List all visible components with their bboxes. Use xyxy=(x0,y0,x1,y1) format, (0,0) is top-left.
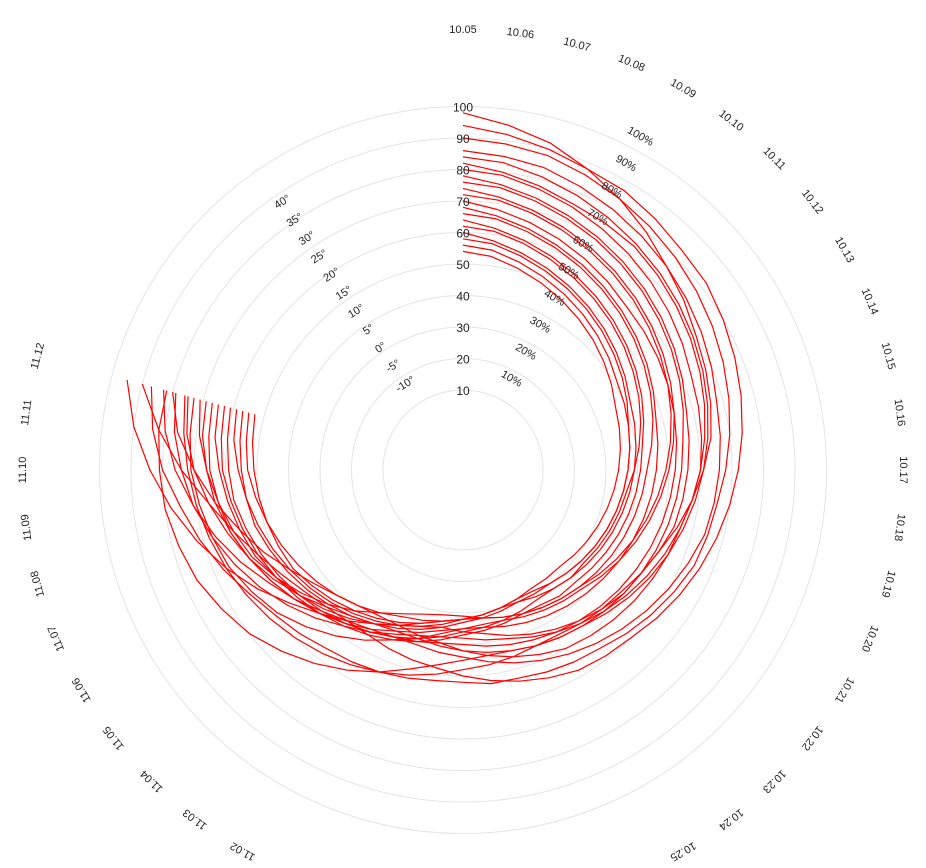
date-tick-label: 10.19 xyxy=(879,569,898,599)
date-tick-label: 10.05 xyxy=(449,24,477,36)
series-line-10 xyxy=(189,187,675,641)
date-tick-label: 11.05 xyxy=(101,724,127,753)
date-tick-label: 10.12 xyxy=(799,187,825,216)
grid-ring xyxy=(382,389,544,551)
series-line-13 xyxy=(208,206,659,634)
radial-tick-label: 10 xyxy=(456,384,470,398)
temperature-tick-label: 15° xyxy=(334,284,354,303)
temperature-tick-label: 5° xyxy=(361,322,376,338)
series-line-19 xyxy=(245,244,631,622)
radial-tick-label: 30 xyxy=(456,321,470,335)
date-tick-label: 11.04 xyxy=(138,767,165,794)
date-tick-label: 10.15 xyxy=(879,341,898,371)
temperature-tick-label: 40° xyxy=(272,193,292,212)
date-tick-label: 10.13 xyxy=(832,235,856,265)
series-line-15 xyxy=(220,219,645,643)
series-line-11 xyxy=(198,194,672,619)
date-tick-label: 11.11 xyxy=(19,399,34,426)
date-tick-label: 10.16 xyxy=(892,398,907,427)
date-tick-label: 10.25 xyxy=(668,839,698,863)
radial-tick-label: 20 xyxy=(456,353,470,367)
percent-tick-label: 40% xyxy=(542,288,567,310)
polar-grid xyxy=(99,106,827,834)
radial-tick-label: 80 xyxy=(456,164,470,178)
date-tick-label: 11.06 xyxy=(70,675,94,704)
date-tick-label: 10.07 xyxy=(562,36,592,55)
radial-tick-label: 90 xyxy=(456,132,470,146)
series-line-17 xyxy=(233,231,637,627)
percent-tick-label: 90% xyxy=(613,153,638,175)
radial-tick-label: 50 xyxy=(456,258,470,272)
series-line-6 xyxy=(172,162,706,658)
series-line-14 xyxy=(214,213,654,626)
percent-tick-label: 10% xyxy=(499,368,524,390)
temperature-tick-label: 10° xyxy=(346,302,366,321)
radial-tick-labels: 10 20 30 40 50 60 70 80 90 100 xyxy=(453,101,473,399)
date-tick-label: 11.12 xyxy=(29,342,48,371)
temperature-tick-label: 35° xyxy=(285,211,305,230)
radial-tick-label: 40 xyxy=(456,290,470,304)
series-line-16 xyxy=(226,225,642,640)
series-line-3 xyxy=(150,137,731,685)
series-line-8 xyxy=(183,175,690,676)
temperature-tick-labels: -10°-5°0°5°10°15°20°25°30°35°40° xyxy=(272,193,417,395)
series-group xyxy=(126,112,743,685)
date-tick-label: 10.09 xyxy=(668,77,698,101)
grid-ring xyxy=(288,295,638,645)
date-tick-label: 10.14 xyxy=(859,287,881,317)
date-tick-label: 10.20 xyxy=(859,623,881,653)
percent-tick-label: 20% xyxy=(513,341,538,363)
date-tick-label: 11.02 xyxy=(228,839,257,863)
temperature-tick-label: 25° xyxy=(309,247,329,266)
date-tick-label: 10.21 xyxy=(832,675,856,705)
radial-tick-label: 100 xyxy=(453,101,473,115)
grid-ring xyxy=(351,358,575,582)
date-tick-label: 10.24 xyxy=(716,806,745,832)
date-tick-label: 10.08 xyxy=(616,53,646,75)
date-tick-label: 10.23 xyxy=(760,767,788,795)
temperature-tick-label: 0° xyxy=(373,340,388,356)
date-tick-label: 11.08 xyxy=(29,569,48,598)
series-line-9 xyxy=(186,181,684,653)
percent-tick-label: 80% xyxy=(599,180,624,202)
date-tick-label: 10.18 xyxy=(892,513,907,542)
date-tick-labels: 10.05 10.06 10.07 10.08 10.09 10.10 10.11 10.12… xyxy=(17,24,909,868)
temperature-tick-label: -5° xyxy=(384,358,402,376)
temperature-tick-label: 20° xyxy=(321,266,341,285)
date-tick-label: 10.11 xyxy=(760,145,787,172)
date-tick-label: 11.10 xyxy=(17,457,29,484)
series-line-4 xyxy=(163,150,721,664)
radial-tick-label: 70 xyxy=(456,195,470,209)
radial-tick-label: 60 xyxy=(456,227,470,241)
temperature-tick-label: -10° xyxy=(394,374,418,395)
date-tick-label: 11.09 xyxy=(19,513,34,541)
date-tick-label: 11.03 xyxy=(181,806,210,832)
grid-ring xyxy=(225,232,701,708)
grid-ring xyxy=(99,106,827,834)
date-tick-label: 10.22 xyxy=(799,723,825,752)
series-line-7 xyxy=(173,168,703,641)
series-line-2 xyxy=(141,124,743,682)
percent-tick-label: 100% xyxy=(625,124,656,149)
date-tick-label: 11.07 xyxy=(46,624,67,653)
date-tick-label: 10.17 xyxy=(897,456,909,484)
date-tick-label: 10.10 xyxy=(716,108,745,134)
date-tick-label: 10.06 xyxy=(506,26,535,41)
grid-ring xyxy=(319,326,607,614)
series-line-20 xyxy=(251,250,621,624)
